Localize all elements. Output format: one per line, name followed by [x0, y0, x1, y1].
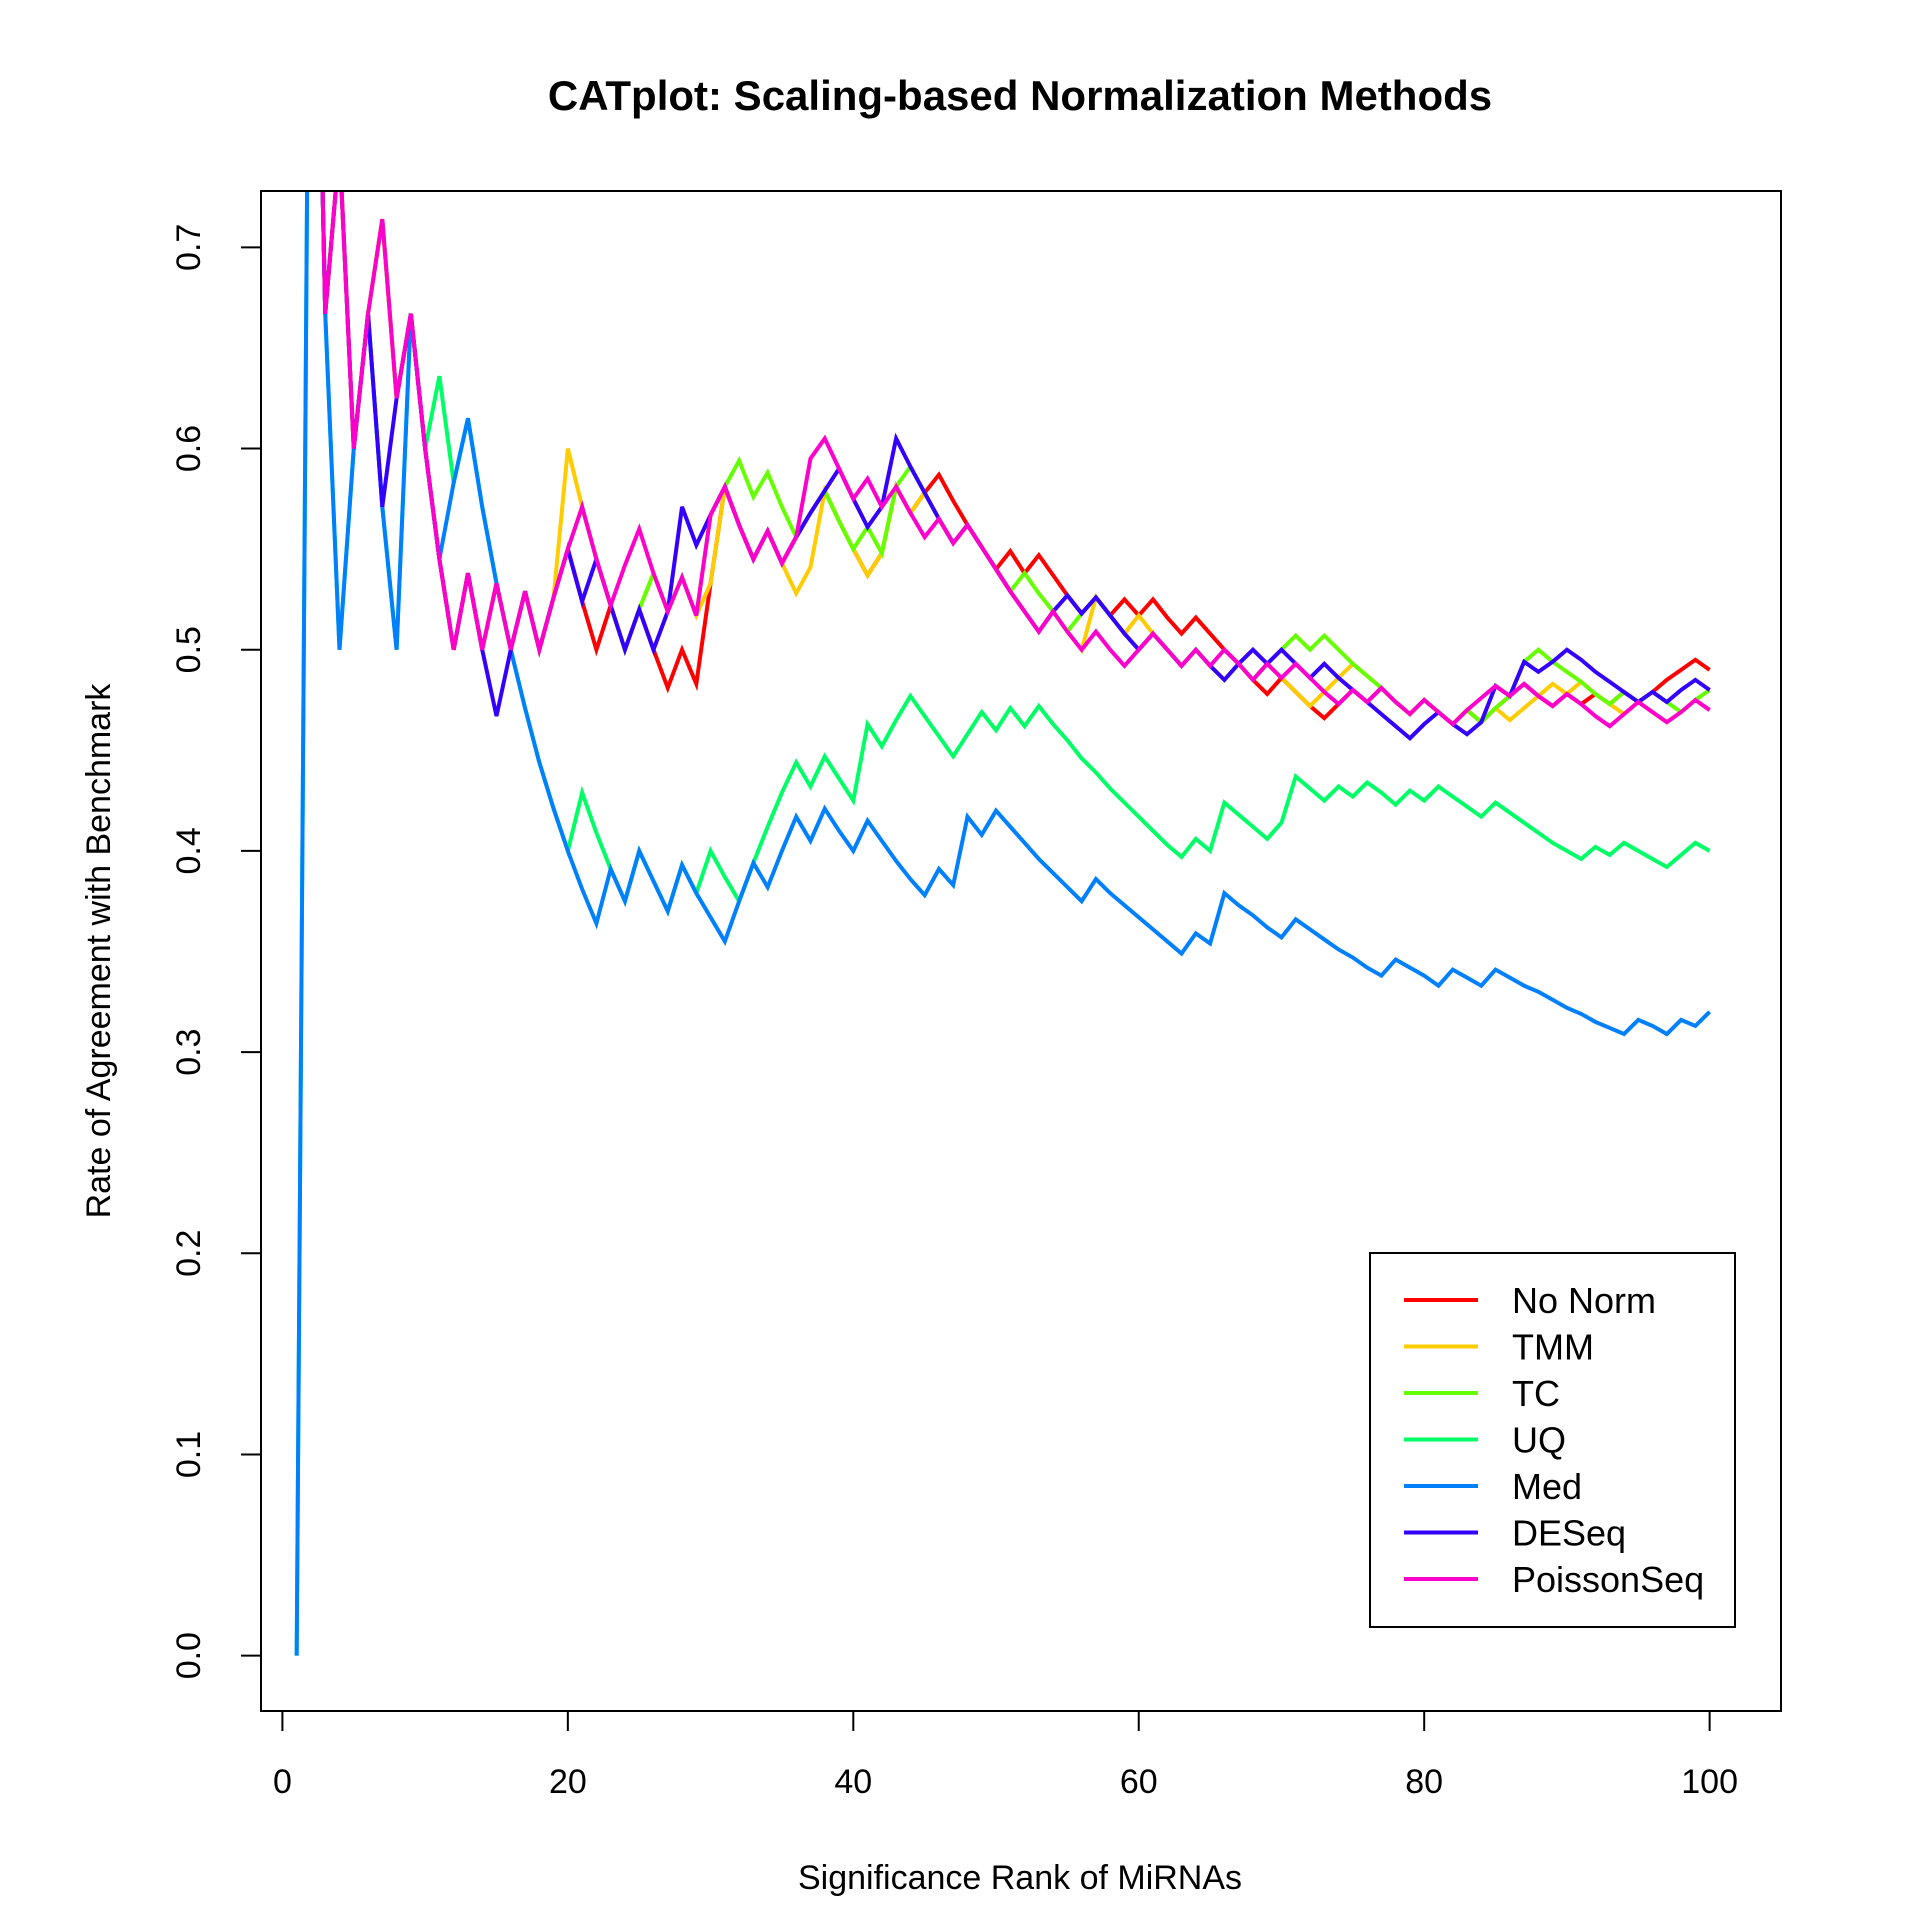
y-tick-label: 0.5 — [170, 626, 208, 673]
y-axis-label: Rate of Agreement with Benchmark — [80, 683, 118, 1219]
legend-label: DESeq — [1512, 1513, 1626, 1554]
legend-label: Med — [1512, 1466, 1582, 1507]
y-axis: 0.0 0.1 0.2 0.3 0.4 0.5 0.6 0.7 — [170, 224, 262, 1679]
x-tick-label: 100 — [1681, 1763, 1738, 1801]
x-axis: 0 20 40 60 80 100 — [273, 1710, 1738, 1801]
legend-label: No Norm — [1512, 1280, 1656, 1321]
legend-label: PoissonSeq — [1512, 1559, 1704, 1600]
plot-lines — [294, 191, 1712, 1656]
series-line-med — [294, 191, 1712, 1656]
legend: No Norm TMM TC UQ Med DESeq PoissonSeq — [1369, 1252, 1736, 1628]
chart-title: CATplot: Scaling-based Normalization Met… — [548, 72, 1492, 119]
x-tick-label: 60 — [1120, 1763, 1158, 1801]
y-tick-label: 0.3 — [170, 1028, 208, 1075]
y-tick-label: 0.1 — [170, 1431, 208, 1478]
x-tick-label: 80 — [1405, 1763, 1443, 1801]
x-tick-label: 0 — [273, 1763, 292, 1801]
legend-label: TC — [1512, 1373, 1560, 1414]
series-line-poissonseq — [320, 191, 1711, 729]
x-tick-label: 40 — [834, 1763, 872, 1801]
x-tick-label: 20 — [549, 1763, 587, 1801]
y-tick-label: 0.6 — [170, 425, 208, 472]
legend-label: TMM — [1512, 1327, 1594, 1368]
y-tick-label: 0.7 — [170, 224, 208, 271]
y-tick-label: 0.4 — [170, 827, 208, 874]
y-tick-label: 0.0 — [170, 1632, 208, 1679]
x-axis-label: Significance Rank of MiRNAs — [798, 1859, 1242, 1897]
y-tick-label: 0.2 — [170, 1230, 208, 1277]
legend-label: UQ — [1512, 1420, 1566, 1461]
